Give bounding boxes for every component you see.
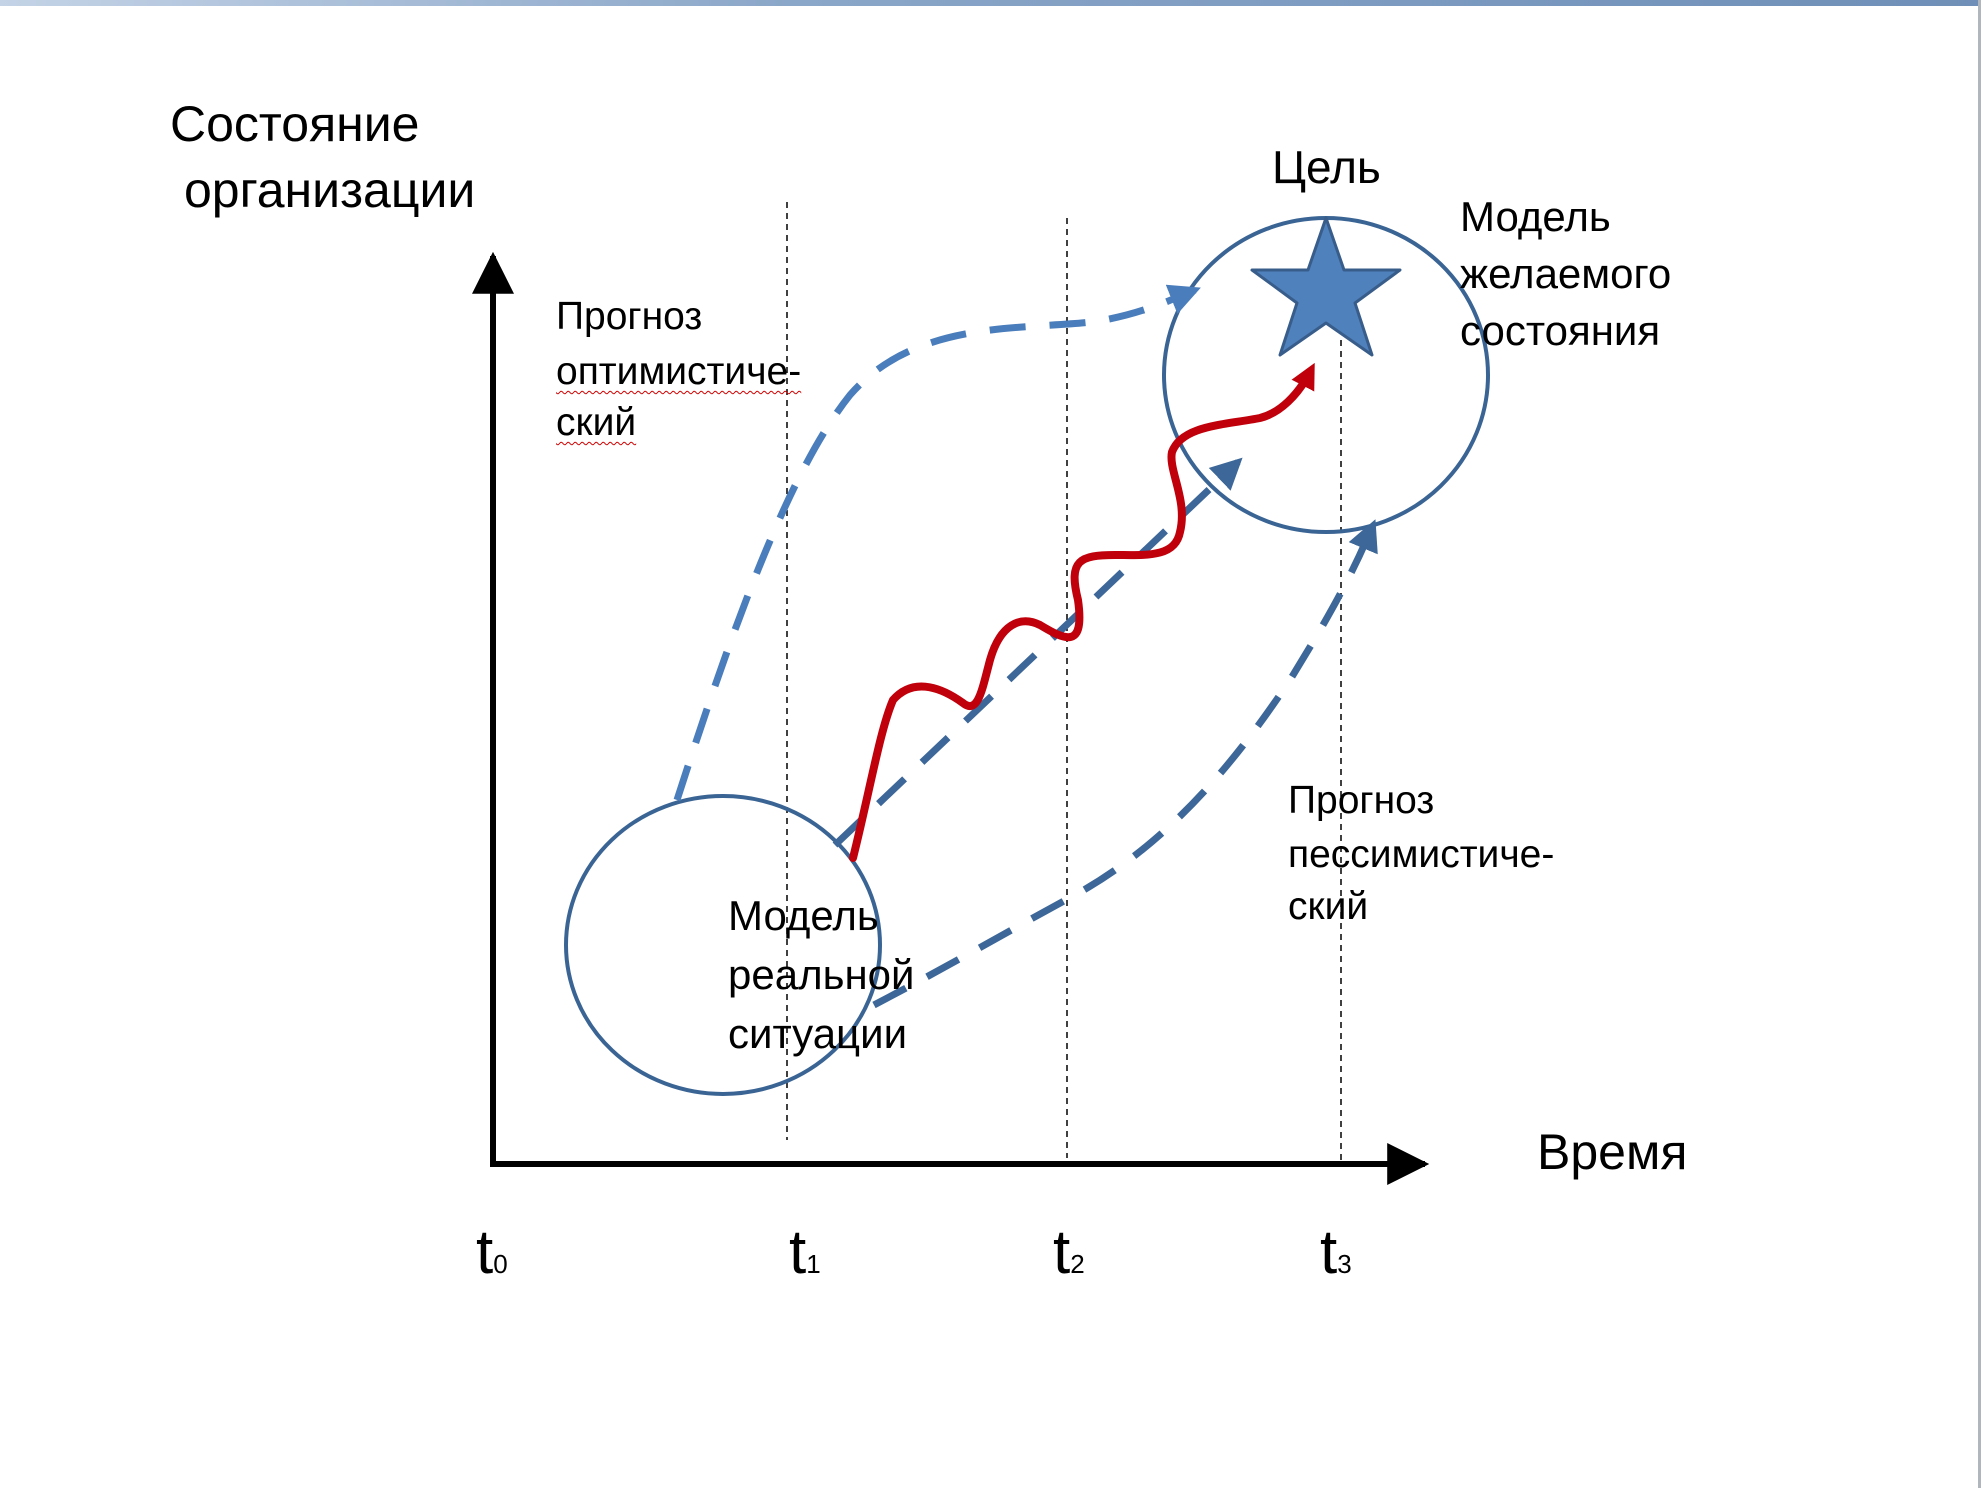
desired-model-label-line1: Модель bbox=[1460, 193, 1611, 240]
optimistic-label-line3: ский bbox=[556, 401, 637, 444]
real-model-label-line3: ситуации bbox=[728, 1010, 908, 1057]
real-model-label-line2: реальной bbox=[728, 951, 915, 998]
desired-model-label-line3: состояния bbox=[1460, 307, 1661, 354]
real-model-label-line1: Модель bbox=[728, 892, 879, 939]
x-axis-label: Время bbox=[1537, 1124, 1688, 1180]
optimistic-label-line2: оптимистиче- bbox=[556, 350, 802, 393]
window-top-strip bbox=[0, 0, 1981, 6]
pessimistic-label-line2: пессимистиче- bbox=[1288, 833, 1555, 876]
optimistic-label-line1: Прогноз bbox=[556, 295, 703, 338]
goal-label: Цель bbox=[1272, 141, 1381, 193]
pessimistic-label-line3: ский bbox=[1288, 885, 1369, 928]
expected-forecast-path bbox=[832, 457, 1243, 848]
pessimistic-forecast-path bbox=[872, 519, 1378, 1009]
actual-path bbox=[849, 362, 1315, 862]
tick-t0: t0 bbox=[476, 1218, 508, 1287]
tick-t3: t3 bbox=[1320, 1218, 1352, 1287]
pessimistic-label-line1: Прогноз bbox=[1288, 779, 1435, 822]
window-right-edge bbox=[1978, 0, 1981, 1488]
desired-model-label-line2: желаемого bbox=[1460, 250, 1672, 297]
tick-t2: t2 bbox=[1053, 1218, 1085, 1287]
y-axis-label-line1: Состояние bbox=[170, 96, 420, 152]
real-situation-circle bbox=[564, 794, 882, 1096]
y-axis-label-line2: организации bbox=[184, 162, 476, 218]
tick-t1: t1 bbox=[789, 1218, 821, 1287]
goal-star-icon bbox=[1250, 216, 1402, 357]
optimistic-forecast-path bbox=[673, 284, 1201, 802]
